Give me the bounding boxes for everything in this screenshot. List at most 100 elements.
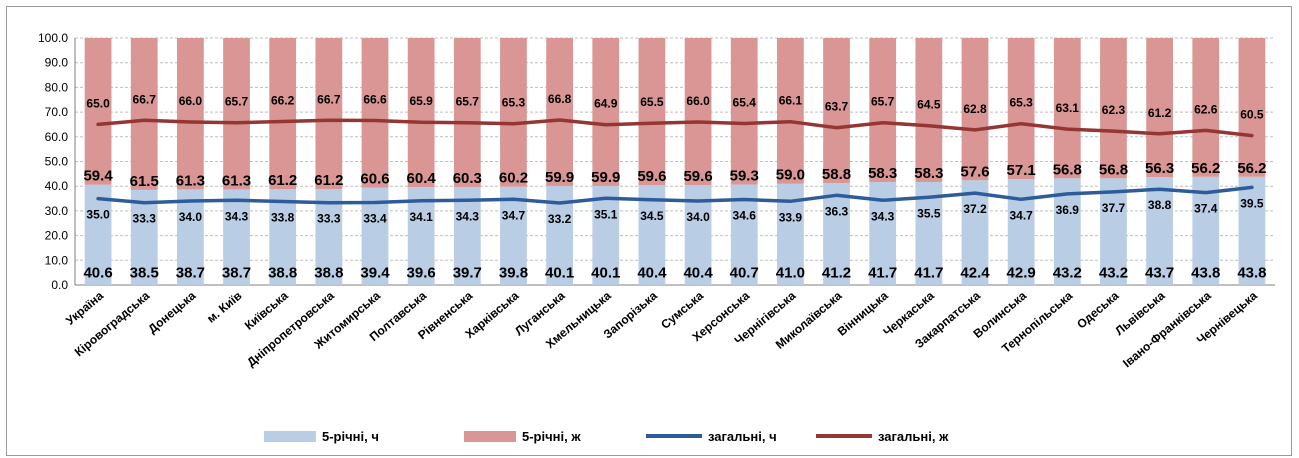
bar-segment-0 bbox=[269, 189, 297, 285]
bar-segment-1 bbox=[1146, 38, 1173, 178]
line-label: 65.3 bbox=[1009, 96, 1033, 110]
line-label: 62.6 bbox=[1194, 102, 1218, 116]
bar-label: 56.8 bbox=[1053, 161, 1082, 178]
line-label: 66.7 bbox=[317, 92, 341, 106]
line-label: 33.8 bbox=[271, 211, 295, 225]
y-tick-label: 100.0 bbox=[38, 31, 68, 45]
legend-label: 5-річні, ч bbox=[322, 429, 379, 444]
line-label: 33.3 bbox=[317, 212, 341, 226]
line-label: 63.1 bbox=[1056, 101, 1080, 115]
bar-segment-1 bbox=[1007, 38, 1035, 180]
line-label: 66.8 bbox=[548, 92, 572, 106]
bar-segment-0 bbox=[961, 180, 989, 285]
x-tick-label: Дніпропетровська bbox=[244, 288, 337, 369]
line-label: 65.4 bbox=[733, 95, 757, 109]
bar-label: 42.4 bbox=[960, 265, 990, 282]
y-tick-label: 10.0 bbox=[45, 253, 69, 267]
line-label: 66.2 bbox=[271, 93, 295, 107]
line-label: 39.5 bbox=[1240, 196, 1264, 210]
bar-label: 59.9 bbox=[545, 169, 574, 186]
bar-label: 61.2 bbox=[268, 172, 297, 189]
bar-segment-1 bbox=[1238, 38, 1266, 177]
x-tick-label: Україна bbox=[63, 288, 106, 327]
bar-segment-0 bbox=[453, 186, 481, 285]
bar-segment-1 bbox=[961, 38, 989, 181]
bar-label: 61.2 bbox=[314, 172, 343, 189]
legend-swatch bbox=[264, 431, 316, 442]
legend-swatch bbox=[464, 431, 516, 442]
bar-segment-0 bbox=[315, 189, 343, 285]
y-tick-label: 50.0 bbox=[45, 155, 69, 169]
bar-segment-1 bbox=[684, 38, 712, 186]
line-label: 34.5 bbox=[640, 209, 664, 223]
bar-label: 42.9 bbox=[1007, 265, 1036, 282]
bar-label: 59.0 bbox=[776, 167, 805, 184]
line-label: 63.7 bbox=[825, 100, 849, 114]
bar-segment-1 bbox=[869, 38, 897, 183]
y-tick-label: 0.0 bbox=[51, 278, 68, 292]
bar-segment-1 bbox=[361, 38, 389, 188]
bar-label: 40.1 bbox=[545, 265, 574, 282]
bar-label: 38.5 bbox=[130, 265, 159, 282]
line-label: 62.3 bbox=[1102, 103, 1126, 117]
line-label: 60.5 bbox=[1240, 108, 1264, 122]
bar-label: 38.7 bbox=[222, 265, 251, 282]
bar-label: 39.4 bbox=[360, 265, 390, 282]
bar-segment-1 bbox=[453, 38, 481, 187]
bar-label: 61.5 bbox=[130, 173, 159, 190]
bar-label: 41.7 bbox=[914, 265, 943, 282]
bar-label: 57.1 bbox=[1007, 162, 1036, 179]
bar-segment-1 bbox=[915, 38, 943, 183]
line-label: 38.8 bbox=[1148, 198, 1172, 212]
line-label: 37.2 bbox=[963, 202, 987, 216]
line-label: 66.0 bbox=[179, 94, 203, 108]
bar-label: 56.2 bbox=[1191, 160, 1220, 177]
bar-segment-1 bbox=[84, 38, 112, 185]
line-label: 33.9 bbox=[779, 210, 803, 224]
line-label: 61.2 bbox=[1148, 106, 1172, 120]
bar-label: 43.7 bbox=[1145, 265, 1174, 282]
bar-label: 39.6 bbox=[407, 265, 436, 282]
bar-segment-0 bbox=[823, 183, 850, 285]
bar-segment-1 bbox=[638, 38, 666, 186]
bar-label: 60.6 bbox=[360, 171, 389, 188]
bar-label: 41.2 bbox=[822, 265, 851, 282]
bar-label: 60.3 bbox=[453, 170, 482, 187]
line-label: 64.9 bbox=[594, 97, 618, 111]
bar-segment-1 bbox=[130, 38, 158, 190]
line-label: 66.6 bbox=[363, 92, 387, 106]
line-label: 65.7 bbox=[225, 95, 249, 109]
line-label: 37.4 bbox=[1194, 202, 1218, 216]
bar-segment-1 bbox=[269, 38, 297, 190]
bar-segment-0 bbox=[177, 189, 204, 285]
bar-label: 60.2 bbox=[499, 170, 528, 187]
legend-label: 5-річні, ж bbox=[522, 429, 581, 444]
bar-label: 39.7 bbox=[453, 265, 482, 282]
bar-label: 58.8 bbox=[822, 166, 851, 183]
bar-segment-1 bbox=[823, 38, 850, 184]
y-tick-label: 30.0 bbox=[45, 204, 69, 218]
bar-segment-1 bbox=[1100, 38, 1127, 179]
bar-segment-1 bbox=[546, 38, 573, 186]
y-tick-label: 60.0 bbox=[45, 130, 69, 144]
bar-segment-1 bbox=[592, 38, 620, 186]
line-label: 65.5 bbox=[640, 95, 664, 109]
bar-label: 40.7 bbox=[730, 265, 759, 282]
bar-segment-1 bbox=[730, 38, 758, 185]
bar-label: 40.1 bbox=[591, 265, 620, 282]
series-line-0 bbox=[96, 185, 1254, 205]
bar-label: 38.8 bbox=[314, 265, 343, 282]
bar-label: 38.8 bbox=[268, 265, 297, 282]
bar-label: 40.4 bbox=[637, 265, 667, 282]
bar-segment-1 bbox=[315, 38, 343, 190]
line-label: 62.8 bbox=[963, 102, 987, 116]
series-line-1 bbox=[96, 118, 1254, 138]
line-label: 33.3 bbox=[133, 212, 157, 226]
bar-label: 56.8 bbox=[1099, 161, 1128, 178]
line-label: 35.1 bbox=[594, 207, 618, 221]
bar-label: 59.3 bbox=[730, 167, 759, 184]
line-label: 64.5 bbox=[917, 98, 941, 112]
bar-segment-1 bbox=[777, 38, 804, 184]
legend-label: загальні, ч bbox=[708, 429, 777, 444]
line-label: 34.7 bbox=[1009, 208, 1033, 222]
